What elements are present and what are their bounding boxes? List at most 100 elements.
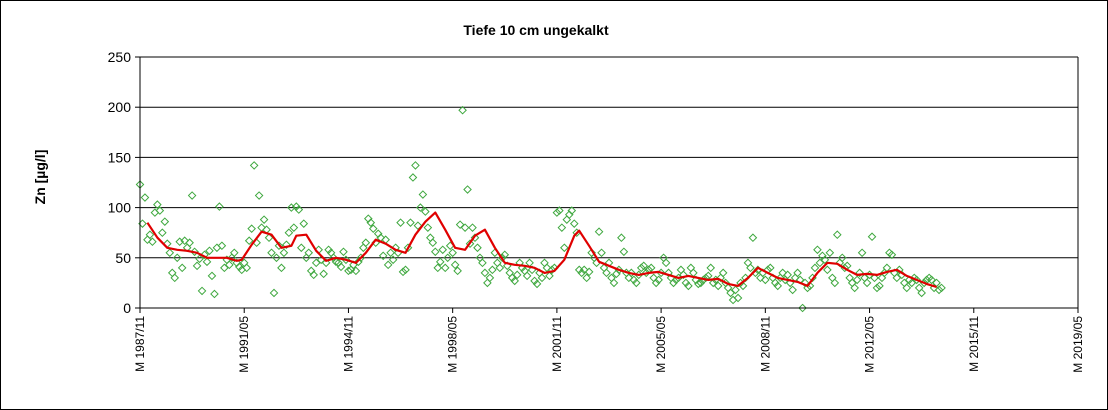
data-point: [195, 254, 204, 264]
data-point: [902, 283, 912, 293]
data-point: [512, 270, 522, 280]
data-point: [937, 283, 946, 293]
data-point: [746, 263, 755, 273]
data-point: [676, 265, 686, 275]
data-point: [783, 270, 792, 280]
data-point: [639, 261, 649, 271]
data-point: [225, 260, 234, 270]
data-point: [438, 245, 448, 255]
x-tick-label: M 2008/11: [758, 316, 772, 372]
y-tick-label: 50: [115, 250, 131, 266]
data-point: [684, 281, 693, 291]
data-point: [428, 238, 438, 248]
data-point: [448, 248, 457, 258]
data-point: [877, 273, 887, 283]
x-tick-labels: M 1987/11 M 1991/05 M 1994/11 M 1998/05 M 20…: [133, 316, 1085, 373]
data-point: [579, 265, 589, 275]
data-point: [798, 303, 807, 313]
data-point: [510, 276, 520, 286]
data-point: [386, 248, 395, 258]
x-tick-label: M 1998/05: [446, 316, 460, 373]
data-point: [279, 248, 289, 258]
data-point: [493, 258, 502, 268]
data-point: [440, 263, 450, 273]
data-point: [522, 271, 532, 281]
data-point: [158, 228, 167, 238]
data-point: [857, 248, 867, 258]
data-point: [577, 268, 587, 278]
data-point: [713, 281, 723, 291]
data-point: [319, 269, 328, 279]
data-point: [388, 255, 398, 265]
data-point: [815, 258, 825, 268]
data-point: [773, 281, 783, 291]
data-point: [927, 275, 936, 285]
data-point: [470, 233, 480, 243]
data-point: [669, 278, 678, 288]
data-point: [294, 205, 304, 214]
data-point: [872, 283, 882, 293]
data-point: [170, 273, 180, 283]
data-point: [155, 206, 165, 215]
x-tick-label: M 2012/05: [863, 316, 877, 373]
data-point: [917, 288, 926, 298]
data-point: [368, 224, 378, 233]
data-point: [825, 248, 835, 258]
data-point: [485, 273, 495, 283]
data-point: [396, 218, 405, 227]
y-tick-label: 150: [108, 149, 132, 165]
data-point: [359, 243, 368, 253]
data-point: [269, 288, 279, 298]
data-point: [267, 248, 276, 258]
data-point: [259, 215, 269, 224]
data-point: [249, 161, 259, 170]
y-tick-label: 200: [108, 99, 132, 115]
data-point: [828, 273, 837, 283]
data-point: [416, 203, 425, 212]
data-point: [708, 278, 718, 288]
data-point: [552, 208, 562, 217]
data-point: [311, 258, 321, 268]
y-tick-label: 250: [108, 49, 132, 65]
y-tick-labels: 0 50 100 150 200 250: [108, 49, 132, 316]
data-point: [289, 223, 299, 232]
data-point: [336, 262, 346, 272]
data-point: [148, 237, 157, 247]
data-point: [299, 219, 309, 228]
data-point: [793, 268, 802, 278]
data-point: [406, 218, 415, 227]
data-point: [277, 263, 286, 273]
data-point: [914, 283, 924, 293]
data-point: [220, 263, 229, 273]
data-point: [867, 232, 877, 242]
data-point: [778, 268, 788, 278]
data-point: [547, 265, 557, 275]
data-point: [205, 246, 214, 256]
data-point: [694, 279, 703, 289]
data-point: [567, 206, 577, 215]
data-point: [557, 223, 567, 232]
data-point: [823, 265, 832, 275]
data-point: [748, 233, 758, 243]
data-point: [803, 283, 812, 293]
data-point: [731, 285, 740, 295]
data-point: [247, 224, 256, 233]
data-point: [366, 218, 376, 227]
data-point: [726, 288, 735, 298]
data-point: [661, 258, 671, 268]
data-point: [478, 258, 487, 268]
data-point: [701, 273, 711, 283]
data-point: [361, 238, 371, 248]
data-point: [562, 215, 572, 224]
data-point: [468, 223, 477, 232]
data-point: [631, 278, 641, 288]
data-point: [532, 279, 542, 289]
data-point: [761, 275, 770, 285]
data-point: [870, 273, 879, 283]
data-point: [217, 241, 227, 251]
data-point: [450, 260, 460, 270]
data-point: [733, 293, 743, 303]
data-point: [167, 268, 177, 278]
data-point: [718, 268, 728, 278]
